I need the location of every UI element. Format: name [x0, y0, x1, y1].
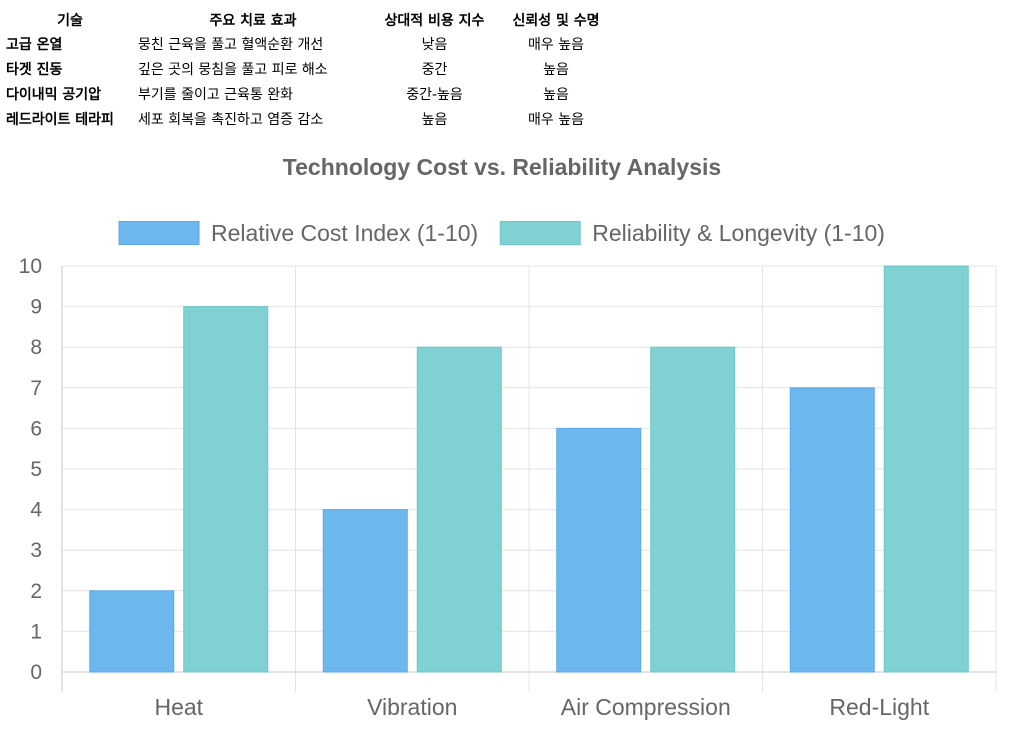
table-cell-cost: 낮음	[421, 37, 448, 53]
table-header-cell: 주요 치료 효과	[209, 13, 297, 29]
legend-label: Reliability & Longevity (1-10)	[592, 220, 885, 246]
table-cell-effect: 뭉친 근육을 풀고 혈액순환 개선	[138, 37, 324, 53]
bar-reliability	[416, 346, 502, 673]
table-cell-reliability: 매우 높음	[528, 112, 584, 128]
table-header-cell: 신뢰성 및 수명	[512, 13, 600, 29]
x-tick-label: Heat	[154, 694, 203, 720]
chart-legend: Relative Cost Index (1-10) Reliability & …	[118, 220, 885, 246]
chart-axes: 0 1 2 3 4 5 6 7 8 9 10 Heat Vibration Air Compression…	[19, 255, 930, 720]
y-tick-label: 0	[30, 661, 42, 684]
technology-comparison-table: 기술 주요 치료 효과 상대적 비용 지수 신뢰성 및 수명 고급 온열 뭉친 …	[4, 9, 613, 133]
bar-chart: Technology Cost vs. Reliability Analysis…	[19, 154, 997, 720]
bar-reliability	[183, 306, 269, 673]
table-row: 다이내믹 공기압 부기를 줄이고 근육통 완화 중간-높음 높음	[4, 83, 613, 108]
chart-bars	[89, 265, 969, 673]
chart-title: Technology Cost vs. Reliability Analysis	[283, 154, 721, 180]
table-cell-reliability: 매우 높음	[528, 37, 584, 53]
x-tick-label: Vibration	[367, 694, 457, 720]
y-tick-label: 2	[30, 580, 42, 603]
x-tick-label: Red-Light	[829, 694, 929, 720]
table-cell-effect: 깊은 곳의 뭉침을 풀고 피로 해소	[138, 62, 328, 78]
table-cell-technology: 레드라이트 테라피	[6, 112, 114, 128]
y-tick-label: 3	[30, 539, 42, 562]
y-tick-label: 8	[30, 336, 42, 359]
y-tick-label: 4	[30, 499, 42, 522]
legend-swatch-reliability	[499, 221, 581, 245]
table-cell-reliability: 높음	[543, 62, 569, 78]
table-cell-technology: 고급 온열	[6, 37, 63, 53]
table-row: 레드라이트 테라피 세포 회복을 촉진하고 염증 감소 높음 매우 높음	[4, 108, 613, 133]
y-tick-label: 6	[30, 417, 42, 440]
bar-reliability	[650, 346, 736, 673]
y-tick-label: 1	[30, 620, 42, 643]
table-cell-reliability: 높음	[543, 87, 569, 103]
y-tick-label: 5	[30, 458, 42, 481]
table-cell-technology: 다이내믹 공기압	[6, 87, 102, 103]
legend-label: Relative Cost Index (1-10)	[211, 220, 478, 246]
table-row: 고급 온열 뭉친 근육을 풀고 혈액순환 개선 낮음 매우 높음	[4, 33, 613, 58]
y-tick-label: 10	[19, 255, 42, 278]
table-header-cell: 기술	[57, 13, 83, 29]
table-cell-effect: 부기를 줄이고 근육통 완화	[138, 87, 294, 103]
bar-cost-index	[89, 590, 175, 673]
table-cell-technology: 타겟 진동	[6, 62, 63, 78]
bar-cost-index	[556, 427, 642, 673]
table-cell-cost: 중간	[421, 62, 448, 78]
table-cell-cost: 중간-높음	[406, 87, 463, 103]
x-tick-label: Air Compression	[561, 694, 731, 720]
bar-cost-index	[789, 387, 875, 673]
table-cell-effect: 세포 회복을 촉진하고 염증 감소	[138, 112, 324, 128]
table-header-row: 기술 주요 치료 효과 상대적 비용 지수 신뢰성 및 수명	[4, 9, 613, 33]
y-tick-label: 7	[30, 377, 42, 400]
bar-reliability	[883, 265, 969, 673]
table-header-cell: 상대적 비용 지수	[384, 13, 485, 29]
legend-swatch-cost	[118, 221, 200, 245]
bar-cost-index	[322, 509, 408, 673]
table-cell-cost: 높음	[421, 112, 448, 128]
table-row: 타겟 진동 깊은 곳의 뭉침을 풀고 피로 해소 중간 높음	[4, 58, 613, 83]
y-tick-label: 9	[30, 296, 42, 319]
